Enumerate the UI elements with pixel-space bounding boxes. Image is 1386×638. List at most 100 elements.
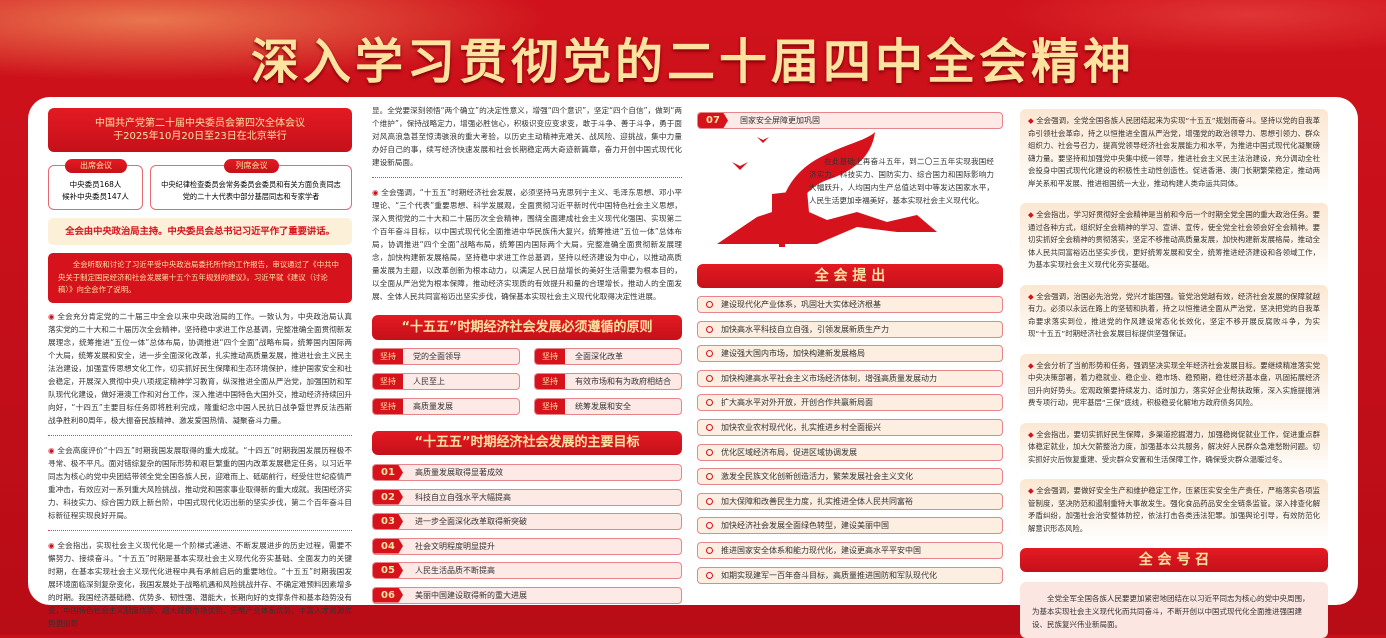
diamond-bullet-icon: ◆	[1028, 429, 1037, 439]
principle-tag: 坚持	[535, 374, 565, 389]
ring-bullet-icon	[706, 325, 713, 333]
goal-number: 04	[373, 538, 403, 554]
call-title: 全 会 号 召	[1020, 548, 1328, 572]
principle-text: 党的全面领导	[413, 352, 461, 361]
goal-row: 06 美丽中国建设取得新的重大进展	[372, 586, 682, 604]
proposal-row: 加快构建高水平社会主义市场经济体制，增强高质量发展动力	[697, 369, 1003, 387]
principle-text: 高质量发展	[413, 402, 453, 411]
column-3: 07 国家安全屏障更加巩固 在此基础上再奋斗五年，到二〇三五年实现我国经济实力、…	[697, 97, 1003, 591]
report-box: 全会听取和讨论了习近平受中央政治局委托所作的工作报告，审议通过了《中共中央关于制…	[48, 253, 352, 303]
bullet-icon: ◉	[48, 445, 58, 455]
ring-bullet-icon	[706, 571, 713, 579]
statement-card: ◆ 全会指出，要切实抓好民生保障，多渠道挖掘潜力，加强稳岗促就业工作，促进重点群…	[1020, 422, 1328, 472]
goal-number: 03	[373, 514, 403, 529]
ring-bullet-icon	[706, 546, 713, 554]
attend-box: 出席会议 中央委员168人 候补中央委员147人	[48, 159, 143, 210]
meeting-header: 中国共产党第二十届中央委员会第四次全体会议 于2025年10月20日至23日在北…	[48, 108, 352, 152]
statement-text: 全会强调，全党全国各族人民团结起来为实现“十五五”规划而奋斗。坚持以党的自我革命…	[1028, 116, 1320, 188]
proposal-row: 如期实现建军一百年奋斗目标，高质量推进国防和军队现代化	[697, 566, 1003, 584]
attend-line2: 候补中央委员147人	[62, 192, 129, 201]
divider	[372, 177, 682, 178]
principle-text: 有效市场和有为政府相结合	[575, 377, 671, 386]
proposal-row: 加快经济社会发展全面绿色转型，建设美丽中国	[697, 517, 1003, 535]
principle-row: 坚持 统筹发展和安全	[534, 398, 682, 415]
guideline-text: 全会强调，“十五五”时期经济社会发展，必须坚持马克思列宁主义、毛泽东思想、邓小平…	[372, 188, 682, 301]
proposal-row: 优化区域经济布局，促进区域协调发展	[697, 443, 1003, 461]
statement-card: ◆ 全会强调，治国必先治党，党兴才能国强。管党治党越有效，经济社会发展的保障就越…	[1020, 284, 1328, 347]
principle-tag: 坚持	[373, 349, 403, 364]
proposal-text: 加快高水平科技自立自强，引领发展新质生产力	[721, 324, 889, 334]
goal-row: 04 社会文明程度明显提升	[372, 537, 682, 555]
principle-tag: 坚持	[535, 349, 565, 364]
goal-text: 美丽中国建设取得新的重大进展	[415, 590, 527, 600]
call-text: 全党全军全国各族人民要更加紧密地团结在以习近平同志为核心的党中央周围，为基本实现…	[1020, 582, 1328, 638]
great-wall-flag-icon	[717, 132, 937, 247]
statement-text: 全会强调，治国必先治党，党兴才能国强。管党治党越有效，经济社会发展的保障就越有力…	[1028, 291, 1320, 339]
principle-tag: 坚持	[535, 399, 565, 414]
proposal-text: 加快经济社会发展全面绿色转型，建设美丽中国	[721, 521, 889, 531]
goal-row: 05 人民生活品质不断提高	[372, 562, 682, 579]
summary-text: 全会充分肯定党的二十届三中全会以来中央政治局的工作。一致认为，中央政治局认真落实…	[48, 311, 352, 425]
diamond-bullet-icon: ◆	[1028, 210, 1037, 219]
ring-bullet-icon	[706, 399, 713, 407]
content-panel: 中国共产党第二十届中央委员会第四次全体会议 于2025年10月20日至23日在北…	[28, 97, 1358, 638]
statement-text: 全会指出，学习好贯彻好全会精神是当前和今后一个时期全党全国的重大政治任务。要通过…	[1028, 210, 1320, 269]
goal-number: 01	[373, 465, 403, 480]
statement-card: ◆ 全会指出，学习好贯彻好全会精神是当前和今后一个时期全党全国的重大政治任务。要…	[1020, 203, 1328, 278]
statement-card: ◆ 全会强调，全党全国各族人民团结起来为实现“十五五”规划而奋斗。坚持以党的自我…	[1020, 109, 1328, 196]
proposal-text: 加快农业农村现代化，扎实推进乡村全面振兴	[721, 422, 881, 432]
principle-row: 坚持 党的全面领导	[372, 348, 520, 365]
divider	[48, 529, 352, 531]
ring-bullet-icon	[706, 448, 713, 456]
proposal-row: 加大保障和改善民生力度，扎实推进全体人民共同富裕	[697, 492, 1003, 510]
principle-row: 坚持 有效市场和有为政府相结合	[534, 373, 682, 390]
bullet-icon: ◉	[48, 540, 58, 550]
summary-text: 全会指出，实现社会主义现代化是一个阶梯式递进、不断发展进步的历史过程，需要不懈努…	[48, 540, 352, 628]
proposal-text: 如期实现建军一百年奋斗目标，高质量推进国防和军队现代化	[721, 570, 937, 580]
principle-row: 坚持 人民至上	[372, 373, 520, 390]
principle-text: 全面深化改革	[575, 352, 623, 361]
attend-label: 出席会议	[65, 159, 127, 173]
observe-label: 列席会议	[224, 159, 279, 173]
goal-text: 社会文明程度明显提升	[415, 541, 495, 551]
vision-text: 在此基础上再奋斗五年，到二〇三五年实现我国经济实力、科技实力、国防实力、综合国力…	[809, 157, 994, 205]
goal-row: 03 进一步全面深化改革取得新突破	[372, 513, 682, 530]
principle-tag: 坚持	[373, 399, 403, 414]
ring-bullet-icon	[706, 423, 713, 431]
column-4: ◆ 全会强调，全党全国各族人民团结起来为实现“十五五”规划而奋斗。坚持以党的自我…	[1020, 97, 1328, 638]
summary-paragraph: ◉ 全会指出，实现社会主义现代化是一个阶梯式递进、不断发展进步的历史过程，需要不…	[48, 539, 352, 630]
principle-text: 统筹发展和安全	[575, 402, 631, 411]
observe-box: 列席会议 中央纪律检查委员会常务委员会委员和有关方面负责同志 党的二十大代表中部…	[150, 159, 352, 210]
diamond-bullet-icon: ◆	[1028, 486, 1037, 495]
diamond-bullet-icon: ◆	[1028, 291, 1037, 301]
goal-row: 02 科技自立自强水平大幅提高	[372, 488, 682, 506]
highlight-band: 全会由中央政治局主持。中央委员会总书记习近平作了重要讲话。	[48, 218, 352, 245]
guideline-paragraph: ◉ 全会强调，“十五五”时期经济社会发展，必须坚持马克思列宁主义、毛泽东思想、邓…	[372, 186, 682, 303]
statement-text: 全会指出，要切实抓好民生保障，多渠道挖掘潜力，加强稳岗促就业工作，促进重点群体稳…	[1028, 429, 1320, 464]
proposal-text: 建设强大国内市场，加快构建新发展格局	[721, 349, 865, 359]
goal-number: 07	[698, 113, 728, 128]
goal-text: 进一步全面深化改革取得新突破	[415, 517, 527, 526]
principles-title: “十五五”时期经济社会发展必须遵循的原则	[372, 315, 682, 340]
goal-number: 06	[373, 587, 403, 603]
proposal-row: 加快高水平科技自立自强，引领发展新质生产力	[697, 320, 1003, 338]
principle-tag: 坚持	[373, 374, 403, 389]
goal-text: 国家安全屏障更加巩固	[740, 116, 820, 125]
proposal-row: 推进国家安全体系和能力现代化，建设更高水平平安中国	[697, 541, 1003, 559]
divider	[48, 434, 352, 436]
goal-text: 人民生活品质不断提高	[415, 566, 495, 575]
ring-bullet-icon	[706, 301, 713, 308]
statement-text: 全会强调，要做好安全生产和维护稳定工作，压紧压实安全生产责任，严格落实各项监管制…	[1028, 486, 1320, 533]
goal-text: 高质量发展取得显著成效	[415, 468, 503, 477]
proposal-row: 建设现代化产业体系，巩固壮大实体经济根基	[697, 296, 1003, 313]
goal-text: 科技自立自强水平大幅提高	[415, 492, 511, 502]
ring-bullet-icon	[706, 522, 713, 530]
diamond-bullet-icon: ◆	[1028, 360, 1037, 370]
ring-bullet-icon	[706, 350, 713, 358]
attend-line1: 中央委员168人	[69, 180, 122, 189]
proposal-row: 激发全民族文化创新创造活力，繁荣发展社会主义文化	[697, 468, 1003, 486]
goal-number: 02	[373, 489, 403, 505]
summary-paragraph: ◉ 全会充分肯定党的二十届三中全会以来中央政治局的工作。一致认为，中央政治局认真…	[48, 310, 352, 427]
column-2: 显。全党要深刻领悟“两个确立”的决定性意义，增强“四个意识”，坚定“四个自信”，…	[372, 97, 682, 611]
proposal-text: 建设现代化产业体系，巩固壮大实体经济根基	[721, 300, 881, 309]
